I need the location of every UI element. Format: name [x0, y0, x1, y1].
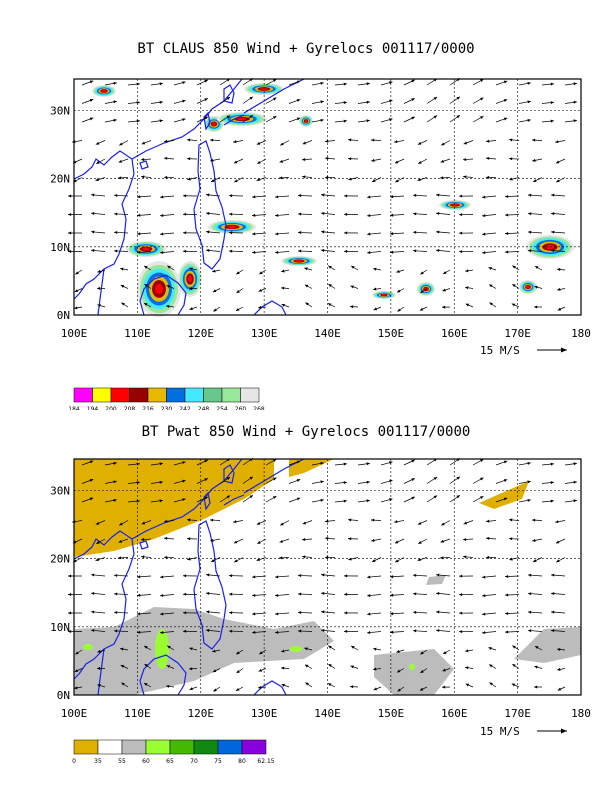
colorbar: 184 194 200 208 216 230 242 248 254 260 268 — [68, 387, 265, 410]
colorbar: 0 35 55 60 65 70 75 80 62.15 — [72, 739, 275, 765]
lon-tick-label: 160E — [441, 327, 468, 340]
colorbar-label: 62.15 — [257, 758, 274, 765]
colorbar-swatch — [73, 739, 99, 755]
colorbar-swatch — [145, 739, 171, 755]
colorbar-swatch — [121, 739, 147, 755]
lon-tick-label: 150E — [378, 707, 405, 720]
lon-tick-label: 180 — [571, 707, 591, 720]
lon-tick-label: 130E — [251, 327, 278, 340]
colorbar-label: 55 — [118, 758, 126, 765]
colorbar-swatch — [217, 739, 243, 755]
lat-tick-label: 30N — [50, 484, 70, 497]
lat-tick-label: 20N — [50, 553, 70, 566]
lat-tick-label: 10N — [50, 241, 70, 254]
lat-tick-label: 0N — [57, 689, 70, 702]
colorbar-label: 35 — [94, 758, 102, 765]
lon-tick-label: 170E — [504, 707, 531, 720]
colorbar-label: 216 — [142, 406, 154, 410]
colorbar-label: 60 — [142, 758, 150, 765]
lat-tick-label: 10N — [50, 621, 70, 634]
lon-tick-label: 110E — [124, 327, 151, 340]
colorbar-swatch — [169, 739, 195, 755]
coastline — [73, 458, 305, 696]
colorbar-label: 65 — [166, 758, 174, 765]
lon-tick-label: 130E — [251, 707, 278, 720]
lat-tick-label: 30N — [50, 104, 70, 117]
vector-ref-label: 15 M/S — [480, 344, 520, 357]
precipitable-water-shading — [74, 459, 581, 695]
colorbar-swatch — [193, 739, 219, 755]
colorbar-label: 194 — [87, 406, 99, 410]
colorbar-label: 200 — [105, 406, 117, 410]
colorbar-label: 75 — [214, 758, 222, 765]
colorbar-label: 80 — [238, 758, 246, 765]
lat-tick-label: 0N — [57, 309, 70, 322]
colorbar-label: 184 — [68, 406, 80, 410]
vector-ref-label: 15 M/S — [480, 725, 520, 738]
colorbar-label: 208 — [124, 406, 136, 410]
colorbar-label: 0 — [72, 758, 76, 765]
lon-tick-label: 120E — [188, 707, 215, 720]
lat-tick-label: 20N — [50, 173, 70, 186]
wind-vectors — [67, 77, 577, 312]
latitude-labels: 30N 20N 10N 0N — [50, 104, 70, 322]
wind-vectors — [67, 457, 577, 692]
colorbar-swatch — [97, 739, 123, 755]
lon-tick-label: 180 — [571, 327, 591, 340]
vector-reference: 15 M/S — [480, 344, 567, 357]
longitude-labels: 100E 110E 120E 130E 140E 150E 160E 170E 180 — [61, 327, 591, 340]
lon-tick-label: 100E — [61, 327, 88, 340]
longitude-labels: 100E 110E 120E 130E 140E 150E 160E 170E 180 — [61, 707, 591, 720]
panel2-title: BT Pwat 850 Wind + Gyrelocs 001117/0000 — [141, 424, 471, 440]
lon-tick-label: 120E — [188, 327, 215, 340]
colorbar-label: 268 — [253, 406, 265, 410]
colorbar-label: 254 — [216, 406, 228, 410]
latitude-labels: 30N 20N 10N 0N — [50, 484, 70, 702]
colorbar-label: 230 — [161, 406, 173, 410]
vector-reference: 15 M/S — [480, 725, 567, 738]
panel1-title: BT CLAUS 850 Wind + Gyrelocs 001117/0000 — [137, 41, 475, 57]
lon-tick-label: 100E — [61, 707, 88, 720]
lon-tick-label: 160E — [441, 707, 468, 720]
colorbar-label: 70 — [190, 758, 198, 765]
panel1-map: 30N 20N 10N 0N 100E 110E 120E 130E 140E 150E 160E… — [50, 77, 591, 410]
lon-tick-label: 140E — [314, 327, 341, 340]
colorbar-label: 248 — [198, 406, 210, 410]
lon-tick-label: 170E — [504, 327, 531, 340]
cloud-top-shading — [92, 83, 574, 317]
colorbar-swatch — [240, 387, 260, 403]
lon-tick-label: 110E — [124, 707, 151, 720]
colorbar-label: 242 — [179, 406, 191, 410]
coastline — [73, 78, 305, 316]
colorbar-swatch — [241, 739, 267, 755]
colorbar-label: 260 — [235, 406, 247, 410]
lon-tick-label: 150E — [378, 327, 405, 340]
lon-tick-label: 140E — [314, 707, 341, 720]
